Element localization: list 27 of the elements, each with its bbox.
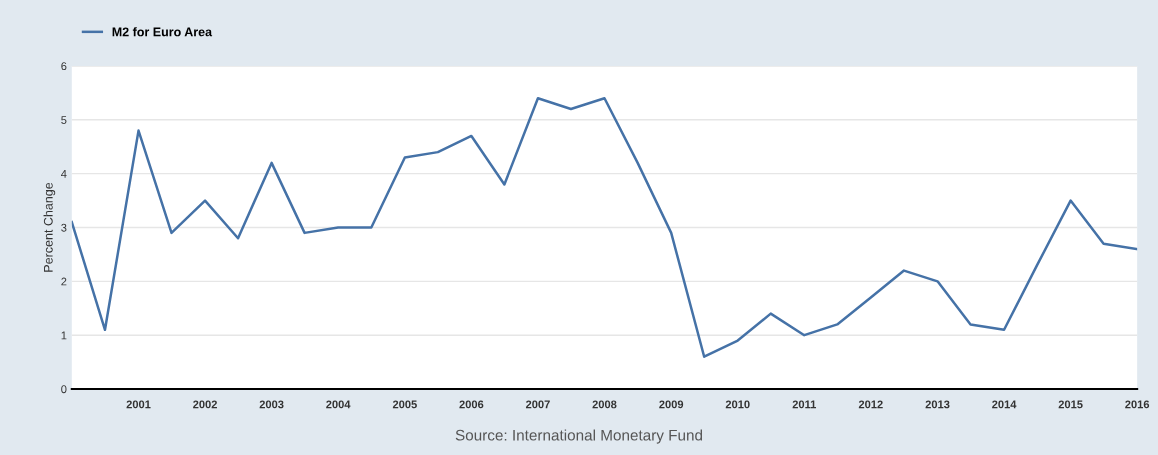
y-tick-label: 5: [61, 116, 67, 124]
x-tick-label: 2006: [459, 400, 484, 409]
y-tick-label: 0: [61, 385, 67, 394]
legend-label: M2 for Euro Area: [112, 27, 213, 37]
x-tick-label: 2010: [725, 400, 750, 409]
x-tick-label: 2005: [392, 400, 417, 409]
x-tick-label: 2002: [193, 400, 217, 409]
x-tick-label: 2013: [925, 400, 950, 409]
line-series: [71, 97, 1138, 358]
y-tick-label: 1: [61, 331, 67, 340]
y-axis-title: Percent Change: [43, 182, 56, 272]
x-tick-label: 2011: [792, 400, 817, 409]
x-tick-label: 2012: [858, 400, 883, 409]
x-tick-label: 2008: [592, 400, 617, 409]
x-tick-label: 2016: [1125, 400, 1150, 409]
y-tick-label: 6: [61, 62, 67, 71]
y-tick-label: 3: [61, 223, 67, 232]
x-tick-label: 2015: [1058, 400, 1083, 409]
y-tick-label: 4: [61, 170, 67, 178]
x-tick-label: 2009: [659, 400, 684, 409]
x-tick-label: 2014: [992, 400, 1017, 409]
y-tick-label: 2: [61, 277, 67, 286]
x-tick-label: 2001: [126, 400, 151, 409]
x-tick-label: 2007: [525, 400, 550, 409]
x-tick-label: 2003: [259, 400, 284, 409]
x-tick-label: 2004: [326, 400, 351, 409]
source-note: Source: International Monetary Fund: [455, 429, 703, 444]
